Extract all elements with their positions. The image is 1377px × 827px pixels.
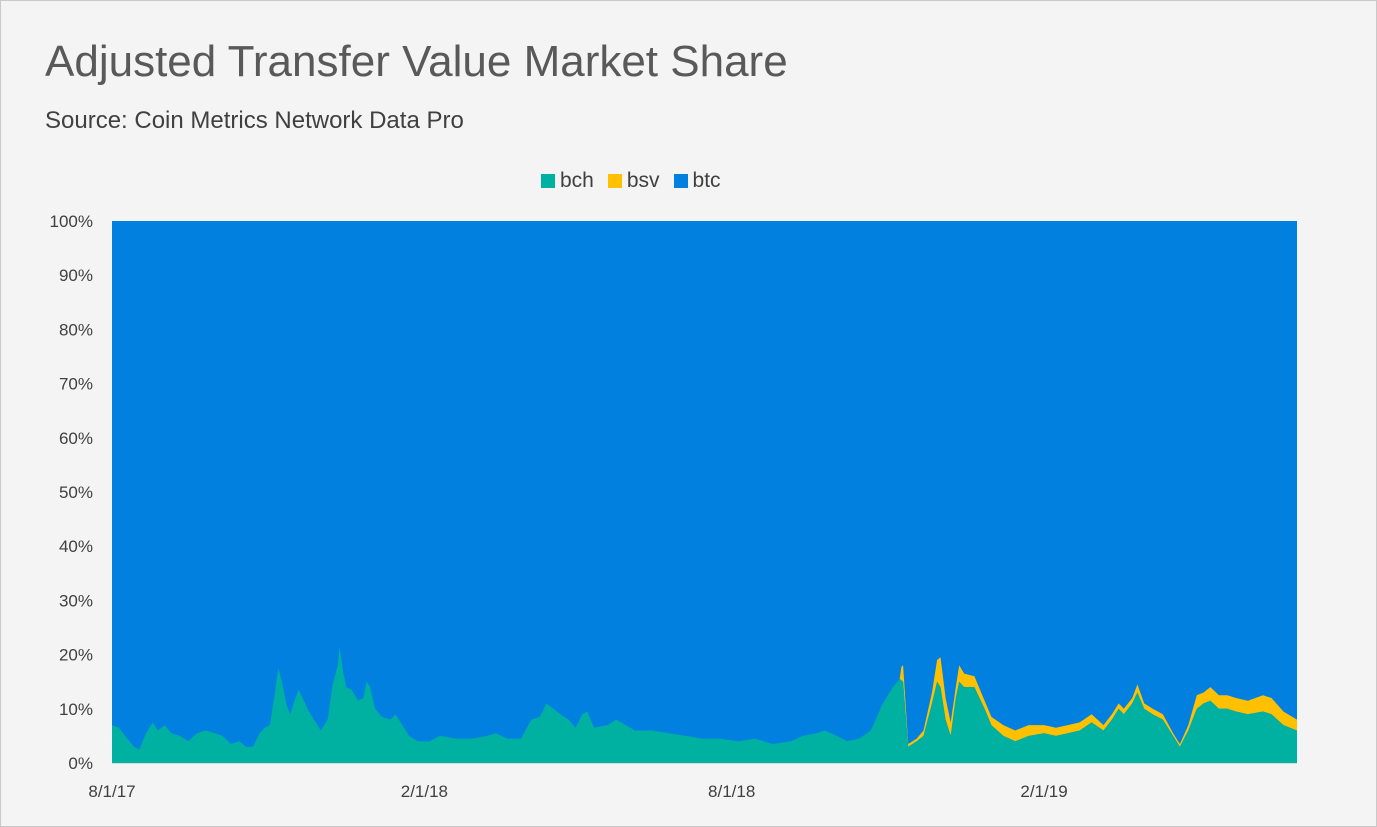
y-tick-label: 10%: [59, 700, 93, 719]
y-tick-label: 80%: [59, 320, 93, 339]
legend-item-btc: btc: [673, 169, 721, 193]
y-tick-label: 20%: [59, 646, 93, 665]
y-tick-label: 30%: [59, 591, 93, 610]
legend-item-bsv: bsv: [607, 169, 660, 193]
x-tick-label: 8/1/18: [708, 782, 755, 801]
y-tick-label: 60%: [59, 429, 93, 448]
y-tick-label: 100%: [50, 212, 93, 231]
x-tick-label: 8/1/17: [88, 782, 135, 801]
y-tick-label: 90%: [59, 266, 93, 285]
legend-item-bch: bch: [541, 169, 594, 193]
legend-swatch-bch: [541, 174, 555, 188]
x-tick-label: 2/1/18: [401, 782, 448, 801]
legend-label-btc: btc: [692, 169, 721, 192]
chart-legend: bch bsv btc: [541, 169, 735, 193]
y-tick-label: 70%: [59, 375, 93, 394]
legend-label-bsv: bsv: [626, 169, 660, 192]
y-tick-label: 40%: [59, 537, 93, 556]
series-area-bsv: [899, 657, 1297, 747]
y-tick-label: 50%: [59, 483, 93, 502]
legend-swatch-btc: [673, 174, 688, 188]
legend-swatch-bsv: [607, 174, 622, 188]
x-tick-label: 2/1/19: [1020, 782, 1067, 801]
y-tick-label: 0%: [68, 754, 93, 773]
series-area-btc: [112, 221, 1297, 763]
chart-title: Adjusted Transfer Value Market Share: [45, 37, 788, 86]
chart-subtitle: Source: Coin Metrics Network Data Pro: [45, 107, 464, 134]
series-area-bch: [112, 646, 1297, 763]
legend-label-bch: bch: [560, 169, 594, 192]
